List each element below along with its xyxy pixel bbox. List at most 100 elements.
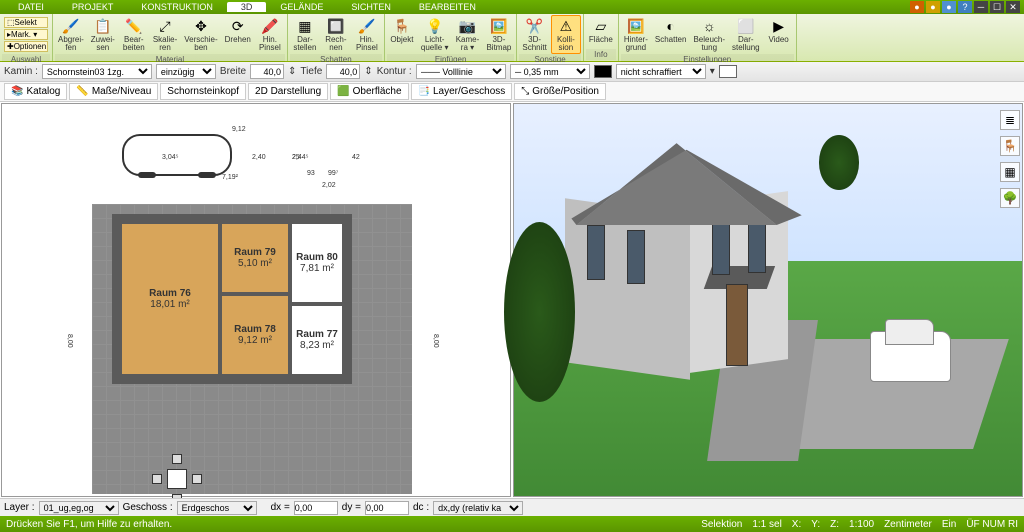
ribbon-label: Dar- stellung xyxy=(732,36,760,52)
menu-projekt[interactable]: PROJEKT xyxy=(58,2,128,12)
plants-icon[interactable]: 🌳 xyxy=(1000,188,1020,208)
ribbon-icon: 🖼️ xyxy=(489,17,509,35)
status-selektion: Selektion xyxy=(701,519,742,530)
status-sel: 1:1 sel xyxy=(752,519,781,530)
win-c-icon[interactable]: ● xyxy=(942,1,956,13)
tab-icon: ⤡ xyxy=(521,86,529,97)
menu-sichten[interactable]: SICHTEN xyxy=(337,2,405,12)
ribbon-button[interactable]: 📷Kame- ra ▾ xyxy=(452,15,482,54)
chevron-icon[interactable]: ▾ xyxy=(710,66,715,77)
tiefe-input[interactable] xyxy=(326,64,360,79)
ribbon-button[interactable]: 🖼️Hinter- grund xyxy=(621,15,651,54)
ribbon-button[interactable]: ⬜Dar- stellung xyxy=(729,15,763,54)
property-tab[interactable]: 📏Maße/Niveau xyxy=(69,83,158,100)
room-80[interactable]: Raum 807,81 m² xyxy=(290,222,344,304)
ribbon-button[interactable]: ⟳Drehen xyxy=(222,15,254,54)
selekt-button[interactable]: ⬚Selekt xyxy=(4,17,48,28)
layer-select[interactable]: 01_ug,eg,og xyxy=(39,501,119,515)
ribbon-button[interactable]: 🔲Rech- nen xyxy=(321,15,351,54)
ribbon-label: Beleuch- tung xyxy=(693,36,725,52)
color-swatch[interactable] xyxy=(594,65,612,78)
ribbon-group-schatten: ▦Dar- stellen🔲Rech- nen🖌️Hin. Pinsel Sch… xyxy=(288,14,385,61)
kontur-style-select[interactable]: ─── Volllinie xyxy=(416,64,506,79)
dim: 93 xyxy=(307,170,315,177)
dim: 99⁷ xyxy=(328,170,338,177)
ribbon-button[interactable]: ▶Video xyxy=(764,15,794,54)
property-tab[interactable]: 📚Katalog xyxy=(4,83,67,100)
ribbon-button[interactable]: ☼Beleuch- tung xyxy=(690,15,728,54)
kontur-width-select[interactable]: ─ 0,35 mm xyxy=(510,64,590,79)
kamin-select[interactable]: Schornstein03 1zg. xyxy=(42,64,152,79)
menu-konstruktion[interactable]: KONSTRUKTION xyxy=(127,2,227,12)
win-a-icon[interactable]: ● xyxy=(910,1,924,13)
ribbon-icon: ⚠ xyxy=(556,17,576,35)
close-icon[interactable]: ✕ xyxy=(1006,1,1020,13)
ribbon-button[interactable]: 📋Zuwei- sen xyxy=(88,15,118,54)
dy-input[interactable] xyxy=(365,501,409,515)
property-tabbar: 📚Katalog📏Maße/NiveauSchornsteinkopf2D Da… xyxy=(0,82,1024,102)
room-77[interactable]: Raum 778,23 m² xyxy=(290,304,344,376)
status-num: ÜF NUM RI xyxy=(966,519,1018,530)
ribbon-button[interactable]: 🖌️Abgrei- fen xyxy=(55,15,87,54)
menu-gelaende[interactable]: GELÄNDE xyxy=(266,2,337,12)
property-tab[interactable]: Schornsteinkopf xyxy=(160,83,246,100)
ribbon-button[interactable]: ✂️3D- Schnitt xyxy=(519,15,549,54)
win-b-icon[interactable]: ● xyxy=(926,1,940,13)
ribbon-icon: ▱ xyxy=(591,17,611,35)
ribbon-icon: 💡 xyxy=(425,17,445,35)
ribbon-label: Skalie- ren xyxy=(153,36,177,52)
tab-icon: 📚 xyxy=(11,86,23,97)
mark-button[interactable]: ▸Mark. ▾ xyxy=(4,29,48,40)
ribbon-button[interactable]: 🖍️Hin. Pinsel xyxy=(255,15,285,54)
ribbon-button[interactable]: 🪑Objekt xyxy=(387,15,417,54)
ribbon-button[interactable]: ✏️Bear- beiten xyxy=(119,15,149,54)
breite-input[interactable] xyxy=(250,64,284,79)
viewport-3d[interactable]: ≣ 🪑 ▦ 🌳 xyxy=(513,103,1023,497)
ribbon-button[interactable]: 🖌️Hin. Pinsel xyxy=(352,15,382,54)
ribbon-button[interactable]: ▱Fläche xyxy=(586,15,616,49)
ribbon-label: Abgrei- fen xyxy=(58,36,84,52)
tab-label: Katalog xyxy=(26,86,60,97)
property-tab[interactable]: 2D Darstellung xyxy=(248,83,328,100)
optionen-button[interactable]: ✚Optionen xyxy=(4,41,48,52)
kontur-label: Kontur : xyxy=(377,66,412,77)
ribbon-icon: ✂️ xyxy=(525,17,545,35)
breite-label: Breite xyxy=(220,66,246,77)
property-tab[interactable]: 📑Layer/Geschoss xyxy=(411,83,513,100)
ribbon-icon: ✏️ xyxy=(124,17,144,35)
ribbon-button[interactable]: 💡Licht- quelle ▾ xyxy=(418,15,452,54)
menu-datei[interactable]: DATEI xyxy=(4,2,58,12)
room-79[interactable]: Raum 795,10 m² xyxy=(220,222,290,294)
menu-3d[interactable]: 3D xyxy=(227,2,267,12)
dim: 8,00 xyxy=(66,334,73,348)
minimize-icon[interactable]: ─ xyxy=(974,1,988,13)
ribbon-button[interactable]: ✥Verschie- ben xyxy=(181,15,220,54)
ribbon-icon: ◐ xyxy=(661,17,681,35)
layer-label: Layer : xyxy=(4,502,35,513)
ribbon-label: Hinter- grund xyxy=(624,36,648,52)
ribbon-button[interactable]: 🖼️3D- Bitmap xyxy=(483,15,514,54)
furniture-icon[interactable]: 🪑 xyxy=(1000,136,1020,156)
dx-input[interactable] xyxy=(294,501,338,515)
ribbon-label: Schatten xyxy=(655,36,687,44)
ribbon-icon: 🔲 xyxy=(326,17,346,35)
viewport-2d[interactable]: Raum 7618,01 m² Raum 795,10 m² Raum 789,… xyxy=(1,103,511,497)
menu-bearbeiten[interactable]: BEARBEITEN xyxy=(405,2,490,12)
property-tab[interactable]: 🟩Oberfläche xyxy=(330,83,408,100)
room-78[interactable]: Raum 789,12 m² xyxy=(220,294,290,376)
room-76[interactable]: Raum 7618,01 m² xyxy=(120,222,220,376)
ribbon-button[interactable]: ◐Schatten xyxy=(652,15,690,54)
ribbon-button[interactable]: ⤢Skalie- ren xyxy=(150,15,180,54)
hatch-select[interactable]: nicht schraffiert xyxy=(616,64,706,79)
materials-icon[interactable]: ▦ xyxy=(1000,162,1020,182)
dc-select[interactable]: dx,dy (relativ ka xyxy=(433,501,523,515)
einzugig-select[interactable]: einzügig xyxy=(156,64,216,79)
maximize-icon[interactable]: ☐ xyxy=(990,1,1004,13)
ribbon-button[interactable]: ▦Dar- stellen xyxy=(290,15,320,54)
layers-icon[interactable]: ≣ xyxy=(1000,110,1020,130)
property-tab[interactable]: ⤡Größe/Position xyxy=(514,83,606,100)
fill-swatch[interactable] xyxy=(719,65,737,78)
geschoss-select[interactable]: Erdgeschos xyxy=(177,501,257,515)
help-icon[interactable]: ? xyxy=(958,1,972,13)
ribbon-button[interactable]: ⚠Kolli- sion xyxy=(551,15,581,54)
